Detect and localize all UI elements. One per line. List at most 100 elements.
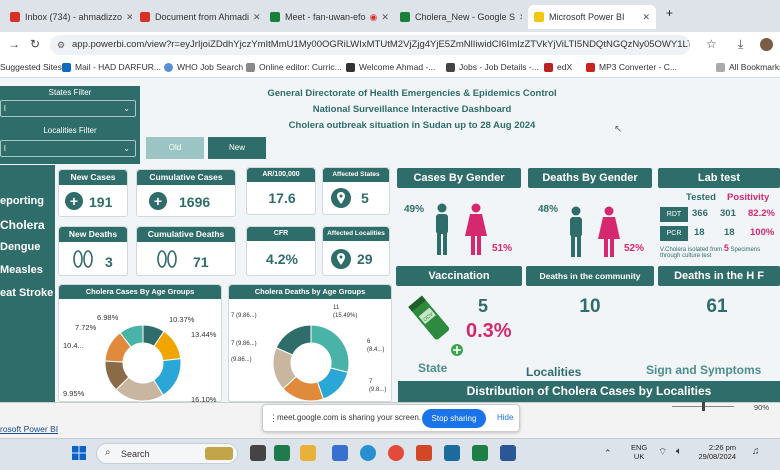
language-indicator[interactable]: ENG UK [631, 443, 647, 461]
footprints-icon [153, 245, 181, 278]
sheets-icon [400, 12, 410, 22]
nav-reporting[interactable]: eporting [0, 195, 44, 207]
bookmark-item[interactable]: Suggested Sites [0, 62, 62, 72]
close-icon[interactable]: ✕ [381, 11, 389, 22]
zoom-slider-thumb[interactable] [702, 402, 705, 411]
site-info-icon[interactable]: ⚙ [57, 40, 66, 50]
slice-label: 16.10% [191, 395, 217, 404]
recording-icon: ◉ [369, 11, 378, 22]
notification-bell-icon[interactable]: ♫ [752, 446, 760, 457]
states-dropdown-value: l [4, 104, 6, 113]
download-icon[interactable]: ⤓ [738, 37, 744, 51]
edge-icon[interactable] [360, 445, 376, 461]
close-icon[interactable]: ✕ [126, 11, 132, 22]
slice-label: 7 [369, 379, 373, 385]
kpi-value: 71 [193, 254, 209, 270]
nav-dengue[interactable]: Dengue [0, 241, 41, 253]
cursor-icon: ↖ [614, 124, 623, 135]
kpi-label: New Deaths [59, 227, 127, 242]
nav-cholera[interactable]: Cholera [0, 218, 45, 232]
bookmark-item[interactable]: MP3 Converter - C... [586, 62, 677, 72]
meet-icon [270, 12, 280, 22]
states-filter-label: States Filter [48, 88, 92, 97]
chevron-down-icon: ⌄ [123, 144, 130, 153]
bookmark-item[interactable]: All Bookmarks [716, 62, 780, 72]
cases-by-gender-title: Cases By Gender [397, 168, 521, 188]
wifi-icon[interactable]: ⌔ [658, 447, 668, 458]
nav-heat-stroke[interactable]: eat Stroke [0, 287, 54, 299]
screen-share-bar: ⋮ meet.google.com is sharing your screen… [262, 404, 520, 432]
chrome-icon[interactable] [388, 445, 404, 461]
new-tab-button[interactable]: + [666, 6, 674, 20]
word-icon[interactable] [500, 445, 516, 461]
localities-dropdown[interactable]: l ⌄ [0, 140, 136, 157]
bookmark-item[interactable]: WHO Job Search [164, 62, 243, 72]
lab-test-type: RDT [660, 207, 688, 222]
app-icon[interactable] [332, 445, 348, 461]
powerpoint-icon[interactable] [416, 445, 432, 461]
bookmark-item[interactable]: edX [544, 62, 572, 72]
clock[interactable]: 2:26 pm 29/08/2024 [696, 443, 736, 461]
avatar[interactable] [760, 38, 773, 51]
close-icon[interactable]: ✕ [515, 12, 522, 23]
browser-tab-active[interactable]: Microsoft Power BI ✕ [528, 5, 656, 29]
page-icon [246, 62, 255, 72]
vaccination-value: 5 [478, 296, 489, 316]
lab-tested-header: Tested [686, 192, 716, 203]
browser-tab[interactable]: Meet - fan-uwan-efo ◉ ✕ [264, 5, 392, 29]
new-button[interactable]: New [208, 137, 266, 159]
lab-tested-value: 18 [694, 227, 705, 238]
kpi-label: Affected Localities [323, 227, 389, 241]
male-icon [570, 206, 582, 257]
bookmark-item[interactable]: Jobs - Job Details -... [446, 62, 539, 72]
kpi-value: 5 [361, 190, 369, 206]
lab-positive-value: 301 [720, 208, 736, 219]
bookmark-item[interactable]: Online editor: Curric... [246, 62, 342, 72]
file-explorer-icon[interactable] [300, 445, 316, 461]
taskbar-search[interactable]: ⌕ Search [96, 443, 238, 464]
states-dropdown[interactable]: l ⌄ [0, 100, 136, 117]
bookmark-label: MP3 Converter - C... [599, 62, 677, 72]
app-icon[interactable] [274, 445, 290, 461]
address-bar[interactable]: ⚙ app.powerbi.com/view?r=eyJrIjoiZDdhYjc… [50, 35, 690, 55]
bookmark-star-icon[interactable]: ☆ [706, 37, 717, 51]
bookmark-item[interactable]: Welcome Ahmad -... [346, 62, 435, 72]
excel-icon[interactable] [472, 445, 488, 461]
close-icon[interactable]: ✕ [253, 11, 261, 22]
forward-icon[interactable]: → [8, 37, 20, 51]
drag-handle-icon[interactable]: ⋮ [269, 413, 278, 423]
close-icon[interactable]: ✕ [642, 11, 650, 22]
slice-label: 10.37% [169, 315, 195, 324]
stop-sharing-button[interactable]: Stop sharing [422, 409, 486, 428]
slice-label: 7 (9.86...) [231, 341, 257, 347]
report-title-line1: General Directorate of Health Emergencie… [267, 88, 557, 99]
localities-filter-label: Localities Filter [43, 126, 97, 135]
edx-icon [544, 62, 553, 72]
chart-title: Cholera Cases By Age Groups [59, 285, 221, 299]
powerbi-link[interactable]: rosoft Power BI [0, 424, 59, 434]
bookmark-label: Welcome Ahmad -... [359, 62, 436, 72]
donut-slice[interactable] [119, 324, 144, 348]
localities-section-title: Localities [526, 365, 582, 379]
browser-tab[interactable]: Cholera_New - Google S ✕ [394, 5, 522, 29]
distribution-title: Distribution of Cholera Cases by Localit… [398, 381, 780, 402]
windows-start-icon[interactable] [72, 446, 86, 460]
kpi-label: Cumulative Cases [137, 170, 235, 185]
bookmark-label: Mail - HAD DARFUR... [75, 62, 161, 72]
reload-icon[interactable]: ↻ [30, 37, 41, 51]
donut-slice[interactable] [310, 324, 350, 373]
bookmark-item[interactable]: Mail - HAD DARFUR... [62, 62, 161, 72]
kpi-new-deaths: New Deaths 3 [58, 226, 128, 276]
app-icon[interactable] [444, 445, 460, 461]
hide-button[interactable]: Hide [497, 413, 514, 422]
browser-tab[interactable]: Inbox (734) - ahmadizzo ✕ [4, 5, 132, 29]
tray-chevron-icon[interactable]: ⌃ [604, 448, 612, 458]
browser-tab[interactable]: Document from Ahmadi ✕ [134, 5, 262, 29]
donut-slice[interactable] [275, 324, 312, 356]
nav-measles[interactable]: Measles [0, 264, 43, 276]
clock-time: 2:26 pm [708, 443, 736, 452]
task-view-icon[interactable] [250, 445, 266, 461]
volume-icon[interactable]: 🔈︎ [676, 446, 682, 457]
old-button[interactable]: Old [146, 137, 204, 159]
kpi-cumulative-deaths: Cumulative Deaths 71 [136, 226, 236, 276]
